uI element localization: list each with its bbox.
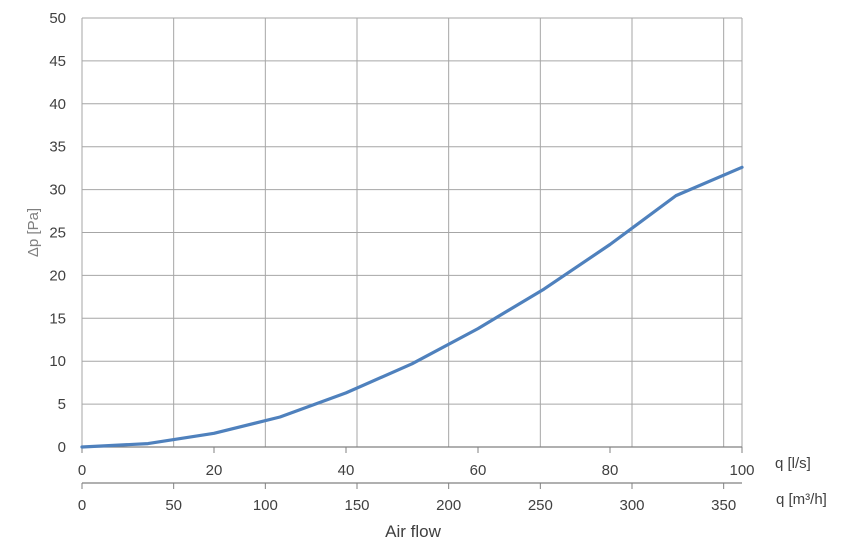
y-tick-label: 45 bbox=[49, 53, 66, 70]
y-tick-label: 25 bbox=[49, 225, 66, 242]
x-tick-label-primary: 60 bbox=[470, 462, 487, 479]
x-tick-label-primary: 0 bbox=[78, 462, 86, 479]
x-axis-unit-primary: q [l/s] bbox=[775, 455, 811, 472]
y-tick-label: 5 bbox=[58, 396, 66, 413]
y-tick-label: 40 bbox=[49, 96, 66, 113]
x-tick-label-primary: 40 bbox=[338, 462, 355, 479]
x-tick-label-secondary: 50 bbox=[165, 497, 182, 514]
x-tick-label-secondary: 0 bbox=[78, 497, 86, 514]
y-tick-label: 50 bbox=[49, 10, 66, 27]
y-tick-label: 35 bbox=[49, 139, 66, 156]
gridlines bbox=[81, 17, 743, 448]
x-axis-unit-secondary: q [m³/h] bbox=[776, 491, 827, 508]
x-tick-label-primary: 20 bbox=[206, 462, 223, 479]
x-tick-label-secondary: 250 bbox=[528, 497, 553, 514]
x-tick-label-primary: 80 bbox=[602, 462, 619, 479]
labels: 0 5 10 15 20 25 30 35 40 45 50 0 20 40 60 80 100 q [l/s] 0… bbox=[25, 10, 827, 541]
y-axis-title: Δp [Pa] bbox=[25, 208, 42, 257]
y-tick-label: 0 bbox=[58, 439, 66, 456]
x-tick-label-secondary: 150 bbox=[344, 497, 369, 514]
y-tick-label: 10 bbox=[49, 353, 66, 370]
x-axis-title: Air flow bbox=[385, 522, 441, 541]
series-layer bbox=[80, 165, 744, 449]
axes bbox=[81, 446, 743, 489]
x-tick-label-secondary: 200 bbox=[436, 497, 461, 514]
pressure-curve bbox=[80, 165, 744, 449]
x-tick-label-secondary: 350 bbox=[711, 497, 736, 514]
x-tick-label-primary: 100 bbox=[729, 462, 754, 479]
x-tick-label-secondary: 300 bbox=[619, 497, 644, 514]
y-tick-label: 20 bbox=[49, 267, 66, 284]
x-tick-label-secondary: 100 bbox=[253, 497, 278, 514]
y-tick-label: 30 bbox=[49, 182, 66, 199]
y-tick-label: 15 bbox=[49, 310, 66, 327]
